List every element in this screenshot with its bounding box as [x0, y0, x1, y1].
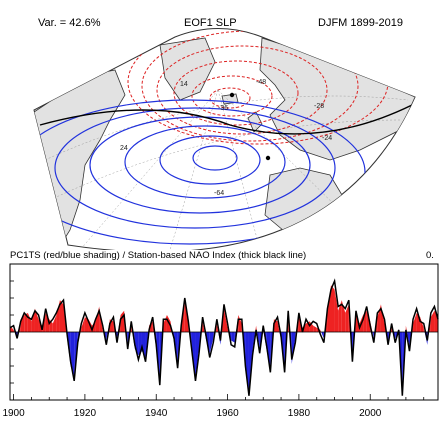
- positive-fill-segment: [355, 315, 360, 332]
- x-tick-label: 1900: [2, 408, 25, 419]
- contour-label: -28: [314, 103, 324, 110]
- station-iceland: [229, 92, 235, 98]
- positive-fill-segment: [81, 317, 85, 332]
- positive-fill-segment: [34, 308, 39, 332]
- x-tick-label: 2000: [359, 408, 382, 419]
- plot-area: [9, 278, 439, 396]
- eof-map: -36 -28 14 -24 24 -48 -64: [33, 28, 416, 250]
- positive-fill-segment: [377, 304, 381, 332]
- positive-fill-segment: [27, 312, 32, 332]
- contour-label: -36: [218, 105, 228, 112]
- map-title: EOF1 SLP: [184, 17, 237, 29]
- negative-fill-segment: [209, 332, 214, 354]
- station-azores: [265, 155, 271, 161]
- positive-fill-segment: [277, 321, 280, 332]
- x-tick-label: 1920: [74, 408, 97, 419]
- negative-fill-segment: [231, 332, 235, 343]
- contour-labels: -36 -28 14 -24 24 -48 -64: [120, 79, 332, 197]
- positive-fill-segment: [345, 304, 349, 332]
- variance-label: Var. = 42.6%: [38, 17, 101, 29]
- negative-fill-segment: [195, 332, 200, 377]
- positive-fill-segment: [366, 310, 371, 332]
- positive-fill-segment: [24, 312, 28, 332]
- positive-fill-segment: [420, 317, 424, 332]
- nao-index-line: [9, 278, 439, 396]
- contour-label: 24: [120, 145, 128, 152]
- positive-contours: [34, 99, 366, 245]
- positive-fill-segment: [224, 308, 228, 332]
- positive-fill-segment: [423, 327, 425, 332]
- axes: 1900 1920 1940 1960 1980 2000: [2, 263, 439, 419]
- positive-fill-segment: [120, 310, 125, 332]
- negative-fill-segment: [372, 332, 374, 339]
- corner-label: 0.: [426, 250, 434, 261]
- land-uk: [247, 111, 263, 133]
- contour-label: -64: [214, 190, 224, 197]
- positive-fill-segment: [238, 315, 242, 332]
- land-greenland: [159, 37, 216, 101]
- contour-label: 14: [180, 81, 188, 88]
- period-label: DJFM 1899-2019: [318, 17, 403, 29]
- positive-fill-segment: [320, 329, 322, 332]
- negative-fill-segment: [321, 332, 324, 339]
- negative-fill-segment: [191, 332, 196, 377]
- timeseries-title: PC1TS (red/blue shading) / Station-based…: [10, 250, 307, 261]
- positive-fill-segment: [163, 315, 167, 332]
- zero-contour: [39, 104, 413, 135]
- positive-fill-segment: [184, 302, 189, 332]
- positive-fill-segment: [52, 315, 57, 332]
- positive-fill-segment: [338, 300, 342, 332]
- positive-fill-segment: [413, 312, 417, 332]
- contour-label: -48: [256, 79, 266, 86]
- x-tick-label: 1940: [145, 408, 168, 419]
- positive-fill-segment: [341, 300, 346, 332]
- positive-fill-segment: [202, 321, 205, 332]
- land-eurasia: [259, 37, 415, 161]
- positive-fill-segment: [334, 289, 339, 332]
- positive-fill-segment: [59, 300, 64, 332]
- x-tick-label: 1960: [216, 408, 239, 419]
- x-tick-label: 1980: [288, 408, 311, 419]
- negative-fill-segment: [266, 332, 271, 369]
- negative-fill-segment: [245, 332, 249, 394]
- contour-label: -24: [322, 135, 332, 142]
- positive-fill-segment: [331, 285, 335, 332]
- positive-fill-segment: [313, 325, 317, 332]
- positive-fill-segment: [430, 310, 435, 332]
